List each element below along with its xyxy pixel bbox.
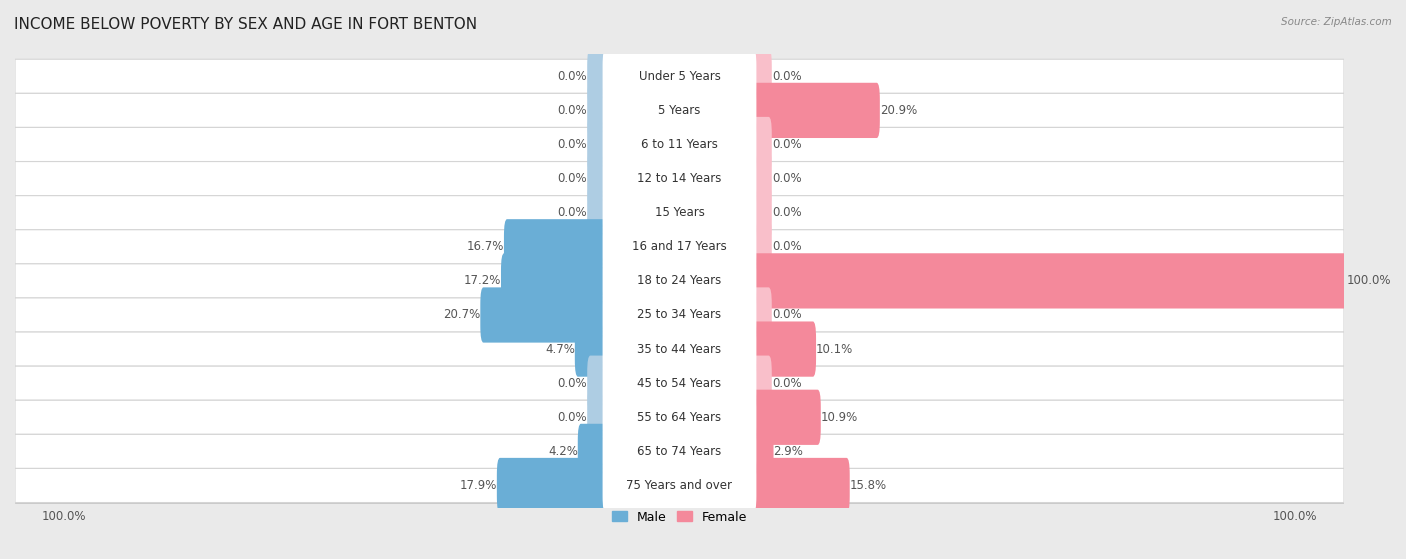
FancyBboxPatch shape [603, 219, 756, 274]
FancyBboxPatch shape [15, 298, 1344, 332]
Text: 15.8%: 15.8% [849, 479, 887, 492]
Text: Under 5 Years: Under 5 Years [638, 70, 720, 83]
FancyBboxPatch shape [481, 287, 609, 343]
FancyBboxPatch shape [578, 424, 609, 479]
FancyBboxPatch shape [603, 253, 756, 309]
FancyBboxPatch shape [15, 230, 1344, 264]
FancyBboxPatch shape [603, 356, 756, 411]
FancyBboxPatch shape [751, 83, 880, 138]
FancyBboxPatch shape [603, 151, 756, 206]
FancyBboxPatch shape [588, 390, 609, 445]
FancyBboxPatch shape [15, 162, 1344, 196]
FancyBboxPatch shape [588, 49, 609, 104]
Text: 55 to 64 Years: 55 to 64 Years [637, 411, 721, 424]
Text: 20.7%: 20.7% [443, 309, 481, 321]
Text: 0.0%: 0.0% [772, 309, 801, 321]
FancyBboxPatch shape [751, 458, 849, 513]
Text: 0.0%: 0.0% [558, 104, 588, 117]
FancyBboxPatch shape [15, 400, 1344, 434]
Text: 18 to 24 Years: 18 to 24 Years [637, 274, 721, 287]
Text: 0.0%: 0.0% [772, 138, 801, 151]
FancyBboxPatch shape [603, 424, 756, 479]
FancyBboxPatch shape [751, 424, 773, 479]
Text: 17.2%: 17.2% [464, 274, 501, 287]
FancyBboxPatch shape [751, 117, 772, 172]
Text: 0.0%: 0.0% [558, 138, 588, 151]
Text: 0.0%: 0.0% [772, 240, 801, 253]
Text: 0.0%: 0.0% [558, 172, 588, 185]
FancyBboxPatch shape [751, 253, 1347, 309]
FancyBboxPatch shape [15, 434, 1344, 468]
FancyBboxPatch shape [751, 390, 821, 445]
Text: 16.7%: 16.7% [467, 240, 503, 253]
FancyBboxPatch shape [603, 390, 756, 445]
FancyBboxPatch shape [588, 83, 609, 138]
Text: 0.0%: 0.0% [558, 70, 588, 83]
FancyBboxPatch shape [751, 219, 772, 274]
FancyBboxPatch shape [575, 321, 609, 377]
FancyBboxPatch shape [15, 127, 1344, 162]
FancyBboxPatch shape [751, 287, 772, 343]
Text: 12 to 14 Years: 12 to 14 Years [637, 172, 721, 185]
FancyBboxPatch shape [588, 185, 609, 240]
FancyBboxPatch shape [15, 468, 1344, 503]
Text: 4.2%: 4.2% [548, 445, 578, 458]
Text: 35 to 44 Years: 35 to 44 Years [637, 343, 721, 356]
FancyBboxPatch shape [751, 321, 815, 377]
FancyBboxPatch shape [588, 356, 609, 411]
Text: 6 to 11 Years: 6 to 11 Years [641, 138, 718, 151]
Text: 75 Years and over: 75 Years and over [627, 479, 733, 492]
Text: 0.0%: 0.0% [772, 70, 801, 83]
FancyBboxPatch shape [503, 219, 609, 274]
FancyBboxPatch shape [588, 151, 609, 206]
Text: 25 to 34 Years: 25 to 34 Years [637, 309, 721, 321]
Text: 0.0%: 0.0% [772, 172, 801, 185]
FancyBboxPatch shape [751, 356, 772, 411]
Text: 2.9%: 2.9% [773, 445, 803, 458]
Text: 17.9%: 17.9% [460, 479, 496, 492]
Text: 20.9%: 20.9% [880, 104, 917, 117]
FancyBboxPatch shape [751, 151, 772, 206]
Text: 65 to 74 Years: 65 to 74 Years [637, 445, 721, 458]
Text: 15 Years: 15 Years [655, 206, 704, 219]
FancyBboxPatch shape [15, 59, 1344, 93]
Text: 0.0%: 0.0% [772, 377, 801, 390]
Text: INCOME BELOW POVERTY BY SEX AND AGE IN FORT BENTON: INCOME BELOW POVERTY BY SEX AND AGE IN F… [14, 17, 477, 32]
FancyBboxPatch shape [603, 185, 756, 240]
Text: 0.0%: 0.0% [558, 377, 588, 390]
FancyBboxPatch shape [15, 196, 1344, 230]
Text: 5 Years: 5 Years [658, 104, 700, 117]
FancyBboxPatch shape [15, 366, 1344, 400]
FancyBboxPatch shape [751, 185, 772, 240]
Text: 4.7%: 4.7% [546, 343, 575, 356]
FancyBboxPatch shape [603, 49, 756, 104]
FancyBboxPatch shape [15, 93, 1344, 127]
FancyBboxPatch shape [15, 264, 1344, 298]
Text: 45 to 54 Years: 45 to 54 Years [637, 377, 721, 390]
Text: 10.9%: 10.9% [821, 411, 858, 424]
FancyBboxPatch shape [603, 458, 756, 513]
Text: 0.0%: 0.0% [558, 206, 588, 219]
FancyBboxPatch shape [501, 253, 609, 309]
FancyBboxPatch shape [588, 117, 609, 172]
Text: 16 and 17 Years: 16 and 17 Years [633, 240, 727, 253]
Text: 10.1%: 10.1% [815, 343, 853, 356]
Text: 100.0%: 100.0% [1347, 274, 1392, 287]
FancyBboxPatch shape [603, 287, 756, 343]
FancyBboxPatch shape [15, 332, 1344, 366]
FancyBboxPatch shape [603, 83, 756, 138]
FancyBboxPatch shape [751, 49, 772, 104]
FancyBboxPatch shape [603, 117, 756, 172]
Text: 0.0%: 0.0% [558, 411, 588, 424]
FancyBboxPatch shape [603, 321, 756, 377]
FancyBboxPatch shape [496, 458, 609, 513]
Text: Source: ZipAtlas.com: Source: ZipAtlas.com [1281, 17, 1392, 27]
Text: 0.0%: 0.0% [772, 206, 801, 219]
Legend: Male, Female: Male, Female [607, 506, 752, 529]
